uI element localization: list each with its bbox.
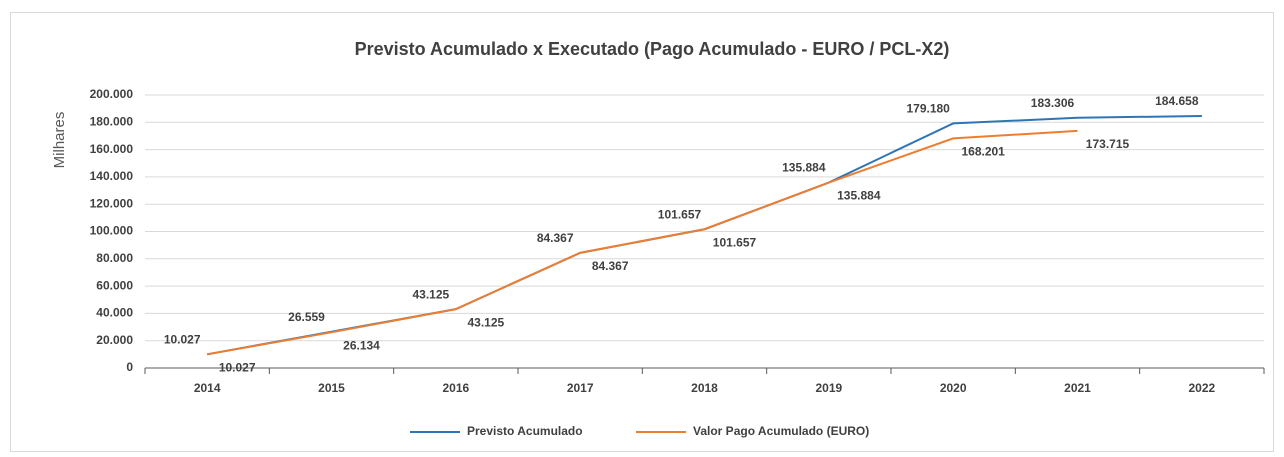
y-tick-label: 180.000 bbox=[90, 114, 134, 128]
x-tick-label: 2019 bbox=[815, 381, 842, 395]
data-label: 135.884 bbox=[782, 161, 826, 175]
y-tick-label: 200.000 bbox=[90, 87, 134, 101]
x-tick-label: 2014 bbox=[194, 381, 221, 395]
data-label: 10.027 bbox=[164, 332, 201, 346]
data-label: 179.180 bbox=[906, 102, 950, 116]
series-line bbox=[206, 129, 1078, 356]
data-label: 101.657 bbox=[713, 235, 757, 249]
data-label: 183.306 bbox=[1031, 96, 1075, 110]
data-label: 10.027 bbox=[219, 360, 256, 374]
y-axis-title: Milhares bbox=[51, 112, 68, 169]
x-tick-label: 2020 bbox=[940, 381, 967, 395]
x-tick-label: 2015 bbox=[318, 381, 345, 395]
y-tick-label: 0 bbox=[126, 360, 133, 374]
chart-title: Previsto Acumulado x Executado (Pago Acu… bbox=[355, 39, 950, 59]
y-tick-label: 140.000 bbox=[90, 169, 134, 183]
y-tick-label: 60.000 bbox=[96, 278, 133, 292]
x-tick-label: 2016 bbox=[442, 381, 469, 395]
data-label: 26.134 bbox=[343, 338, 380, 352]
x-tick-label: 2022 bbox=[1188, 381, 1215, 395]
data-label: 84.367 bbox=[592, 259, 629, 273]
data-label: 43.125 bbox=[467, 315, 504, 329]
data-label: 43.125 bbox=[412, 287, 449, 301]
data-label: 168.201 bbox=[961, 145, 1005, 159]
data-label: 184.658 bbox=[1155, 94, 1199, 108]
y-tick-label: 120.000 bbox=[90, 196, 134, 210]
x-tick-label: 2017 bbox=[567, 381, 594, 395]
y-tick-label: 40.000 bbox=[96, 306, 133, 320]
legend-label: Valor Pago Acumulado (EURO) bbox=[693, 424, 869, 438]
data-label: 173.715 bbox=[1086, 137, 1130, 151]
data-label: 26.559 bbox=[288, 310, 325, 324]
x-tick-label: 2018 bbox=[691, 381, 718, 395]
y-tick-label: 160.000 bbox=[90, 142, 134, 156]
y-tick-label: 100.000 bbox=[90, 224, 134, 238]
x-tick-label: 2021 bbox=[1064, 381, 1091, 395]
data-label: 84.367 bbox=[537, 231, 574, 245]
data-label: 101.657 bbox=[658, 207, 702, 221]
y-tick-label: 80.000 bbox=[96, 251, 133, 265]
data-label: 135.884 bbox=[837, 189, 881, 203]
y-tick-label: 20.000 bbox=[96, 333, 133, 347]
legend-label: Previsto Acumulado bbox=[467, 424, 583, 438]
